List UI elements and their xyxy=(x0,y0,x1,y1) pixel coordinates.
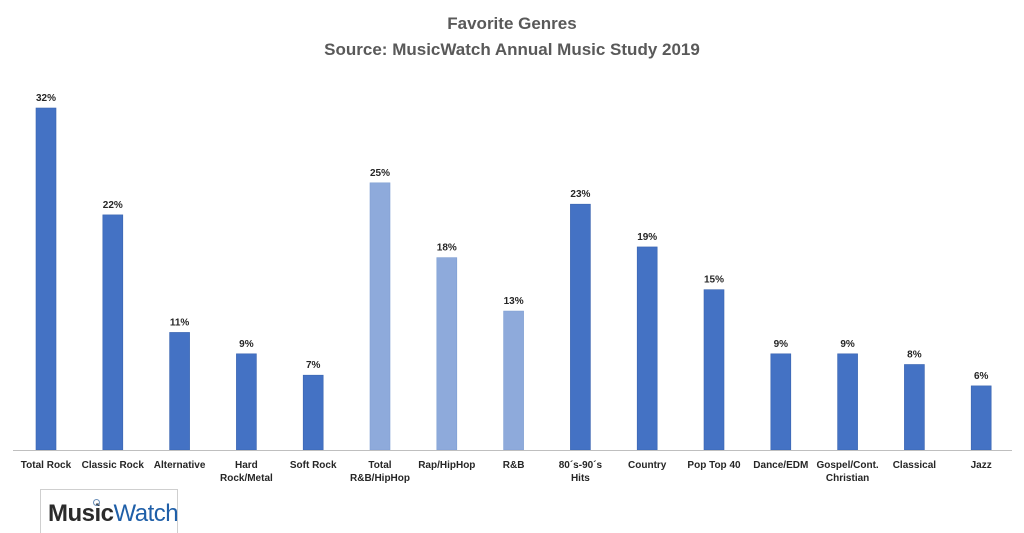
data-label-total-r-b-hiphop: 25% xyxy=(370,168,390,179)
data-labels: 32% 22% 11% 9% 7% 25% 18% 13% 23% 19% 15% 9% 9% 8% 6% xyxy=(36,93,989,382)
bar-jazz xyxy=(970,385,992,451)
data-label-80-s-90-s-hits: 23% xyxy=(570,189,590,200)
x-tick-label-classic-rock: Classic Rock xyxy=(82,460,145,471)
bar-total-rock xyxy=(35,107,57,451)
x-tick-label-jazz: Jazz xyxy=(971,460,992,471)
data-label-hard-rock-metal: 9% xyxy=(239,339,254,350)
x-tick-label-soft-rock: Soft Rock xyxy=(290,460,337,471)
data-label-rap-hiphop: 18% xyxy=(437,243,457,254)
bar-country xyxy=(636,246,658,451)
x-tick-label-rap-hiphop: Rap/HipHop xyxy=(418,460,475,471)
x-tick-label-alternative: Alternative xyxy=(154,460,206,471)
bar-rap-hiphop xyxy=(436,257,458,451)
data-label-pop-top-40: 15% xyxy=(704,275,724,286)
data-label-alternative: 11% xyxy=(170,317,190,328)
data-label-total-rock: 32% xyxy=(36,93,56,104)
x-tick-label-total-rock: Total Rock xyxy=(21,460,72,471)
data-label-country: 19% xyxy=(637,232,657,243)
x-tick-label-total-r-b-hiphop: Total R&B/HipHop xyxy=(350,460,410,484)
x-axis-labels: Total Rock Classic Rock Alternative Hard Roc… xyxy=(21,460,992,484)
bar-gospel-cont-christian xyxy=(837,353,858,451)
x-tick-label-classical: Classical xyxy=(893,460,937,471)
logo-music-text: Music xyxy=(48,500,114,527)
chart-title: Favorite Genres xyxy=(447,14,576,33)
x-tick-label-80-s-90-s-hits: 80´s-90´s Hits xyxy=(559,460,603,484)
bar-classical xyxy=(904,364,925,451)
data-label-classic-rock: 22% xyxy=(103,200,123,211)
chart-subtitle: Source: MusicWatch Annual Music Study 20… xyxy=(324,40,700,59)
bar-total-r-b-hiphop xyxy=(369,182,391,451)
bar-classic-rock xyxy=(102,214,124,451)
musicwatch-logo: MusicWatch xyxy=(40,489,179,533)
bar-dance-edm xyxy=(770,353,792,451)
bar-soft-rock xyxy=(302,374,324,451)
x-tick-label-r-b: R&B xyxy=(503,460,525,471)
bars-group xyxy=(35,107,992,451)
bar-r-b xyxy=(503,310,524,451)
x-tick-label-hard-rock-metal: Hard Rock/Metal xyxy=(220,460,273,484)
x-tick-label-pop-top-40: Pop Top 40 xyxy=(687,460,741,471)
data-label-soft-rock: 7% xyxy=(306,360,321,371)
data-label-r-b: 13% xyxy=(504,296,524,307)
x-tick-label-country: Country xyxy=(628,460,667,471)
data-label-dance-edm: 9% xyxy=(774,339,789,350)
data-label-classical: 8% xyxy=(907,350,922,361)
data-label-gospel-cont-christian: 9% xyxy=(840,339,855,350)
bar-hard-rock-metal xyxy=(236,353,257,451)
bar-alternative xyxy=(169,332,190,451)
bar-pop-top-40 xyxy=(703,289,725,451)
bar-80-s-90-s-hits xyxy=(570,203,591,451)
x-tick-label-dance-edm: Dance/EDM xyxy=(753,460,808,471)
x-tick-label-gospel-cont-christian: Gospel/Cont. Christian xyxy=(816,460,878,484)
data-label-jazz: 6% xyxy=(974,371,989,382)
logo-headphone-mark xyxy=(93,499,100,506)
logo-watch-text: Watch xyxy=(113,500,179,527)
